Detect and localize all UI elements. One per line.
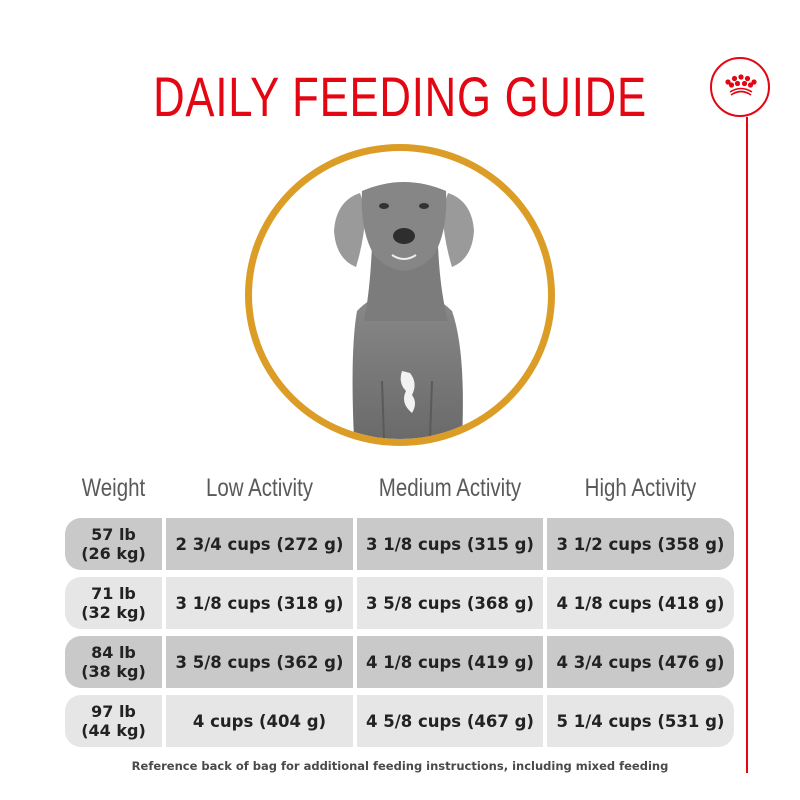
footnote: Reference back of bag for additional fee… xyxy=(131,759,669,773)
header-high-activity: High Activity xyxy=(584,474,697,502)
table-row: 71 lb (32 kg) 3 1/8 cups (318 g) 3 5/8 cu… xyxy=(65,577,734,629)
table-row: 84 lb (38 kg) 3 5/8 cups (362 g) 4 1/8 cu… xyxy=(65,636,734,688)
medium-activity-cell: 3 5/8 cups (368 g) xyxy=(357,577,543,629)
dog-icon xyxy=(334,182,474,439)
table-row: 97 lb (44 kg) 4 cups (404 g) 4 5/8 cups (… xyxy=(65,695,734,747)
brand-logo xyxy=(710,57,770,117)
table-row: 57 lb (26 kg) 2 3/4 cups (272 g) 3 1/8 cu… xyxy=(65,518,734,570)
low-activity-cell: 3 1/8 cups (318 g) xyxy=(166,577,353,629)
high-activity-cell: 5 1/4 cups (531 g) xyxy=(547,695,734,747)
weight-lb: 57 lb xyxy=(91,525,136,544)
weight-cell: 71 lb (32 kg) xyxy=(65,577,162,629)
weight-kg: (38 kg) xyxy=(81,662,146,681)
low-activity-cell: 4 cups (404 g) xyxy=(166,695,353,747)
weight-cell: 57 lb (26 kg) xyxy=(65,518,162,570)
medium-activity-cell: 4 5/8 cups (467 g) xyxy=(357,695,543,747)
weight-kg: (44 kg) xyxy=(81,721,146,740)
high-activity-cell: 3 1/2 cups (358 g) xyxy=(547,518,734,570)
high-activity-cell: 4 3/4 cups (476 g) xyxy=(547,636,734,688)
brand-divider-line xyxy=(746,117,748,773)
header-weight: Weight xyxy=(81,474,146,502)
weight-kg: (32 kg) xyxy=(81,603,146,622)
medium-activity-cell: 4 1/8 cups (419 g) xyxy=(357,636,543,688)
weight-cell: 97 lb (44 kg) xyxy=(65,695,162,747)
header-low-activity: Low Activity xyxy=(205,474,314,502)
page-title: DAILY FEEDING GUIDE xyxy=(153,65,647,128)
header-medium-activity: Medium Activity xyxy=(378,474,522,502)
low-activity-cell: 2 3/4 cups (272 g) xyxy=(166,518,353,570)
weight-kg: (26 kg) xyxy=(81,544,146,563)
high-activity-cell: 4 1/8 cups (418 g) xyxy=(547,577,734,629)
weight-cell: 84 lb (38 kg) xyxy=(65,636,162,688)
crown-icon xyxy=(725,74,757,96)
low-activity-cell: 3 5/8 cups (362 g) xyxy=(166,636,353,688)
dog-photo xyxy=(245,144,555,446)
weight-lb: 97 lb xyxy=(91,702,136,721)
weight-lb: 84 lb xyxy=(91,643,136,662)
weight-lb: 71 lb xyxy=(91,584,136,603)
medium-activity-cell: 3 1/8 cups (315 g) xyxy=(357,518,543,570)
